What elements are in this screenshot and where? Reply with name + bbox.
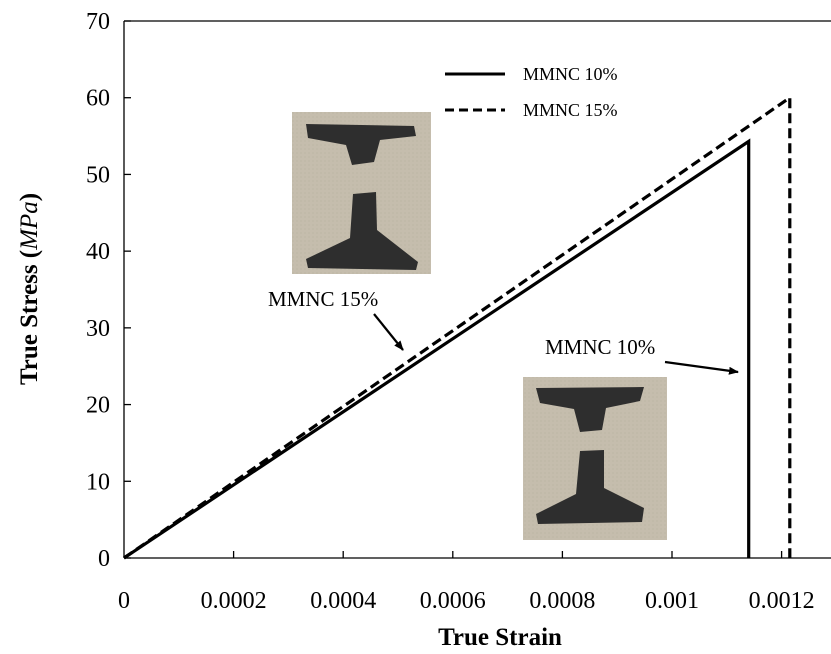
series-layer (123, 94, 792, 560)
x-axis-title: True Strain (438, 624, 562, 651)
x-tick-label: 0.0008 (529, 588, 595, 614)
y-ticks: 0 10 20 30 40 50 60 70 (86, 9, 131, 572)
x-tick-label: 0.001 (645, 588, 699, 614)
y-tick-label: 60 (86, 86, 110, 112)
x-ticks: 0 0.0002 0.0004 0.0006 0.0008 0.001 0.0012 (118, 551, 815, 614)
legend-label-1: MMNC 15% (523, 100, 618, 120)
annotation-10: MMNC 10% (545, 335, 739, 375)
x-tick-label: 0 (118, 588, 130, 614)
y-tick-label: 50 (86, 162, 110, 188)
annotation-10-text: MMNC 10% (545, 335, 655, 359)
y-tick-label: 0 (98, 546, 110, 572)
annotation-15-arrow (373, 313, 404, 351)
y-tick-label: 10 (86, 469, 110, 495)
specimen-photo-10 (523, 377, 667, 540)
y-tick-label: 30 (86, 316, 110, 342)
annotation-10-arrow (664, 360, 739, 375)
annotation-15-text: MMNC 15% (268, 287, 378, 311)
x-tick-label: 0.0012 (749, 588, 815, 614)
y-tick-label: 40 (86, 239, 110, 265)
y-tick-label: 20 (86, 393, 110, 419)
x-tick-label: 0.0002 (201, 588, 267, 614)
x-tick-label: 0.0006 (420, 588, 486, 614)
y-axis-title-main: True Stress ( (16, 250, 43, 385)
y-axis-title: True Stress (MPa) (16, 193, 43, 385)
y-tick-label: 70 (86, 9, 110, 35)
y-axis-title-end: ) (16, 193, 43, 201)
plot-frame (123, 20, 831, 559)
legend-label-0: MMNC 10% (523, 64, 618, 84)
y-axis-title-unit: MPa (16, 201, 43, 251)
series-line-mmnc-15 (123, 94, 792, 560)
series-line-mmnc-10 (123, 138, 751, 560)
specimen-photo-15 (292, 112, 431, 274)
x-tick-label: 0.0004 (310, 588, 376, 614)
legend: MMNC 10% MMNC 15% (445, 64, 618, 120)
annotation-15: MMNC 15% (268, 287, 404, 351)
